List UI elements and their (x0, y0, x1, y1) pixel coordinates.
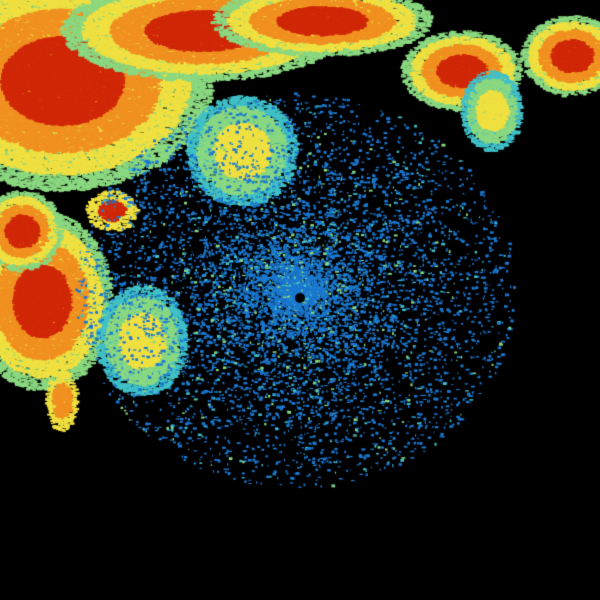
radar-image (0, 0, 600, 600)
radar-reflectivity-canvas (0, 0, 600, 600)
